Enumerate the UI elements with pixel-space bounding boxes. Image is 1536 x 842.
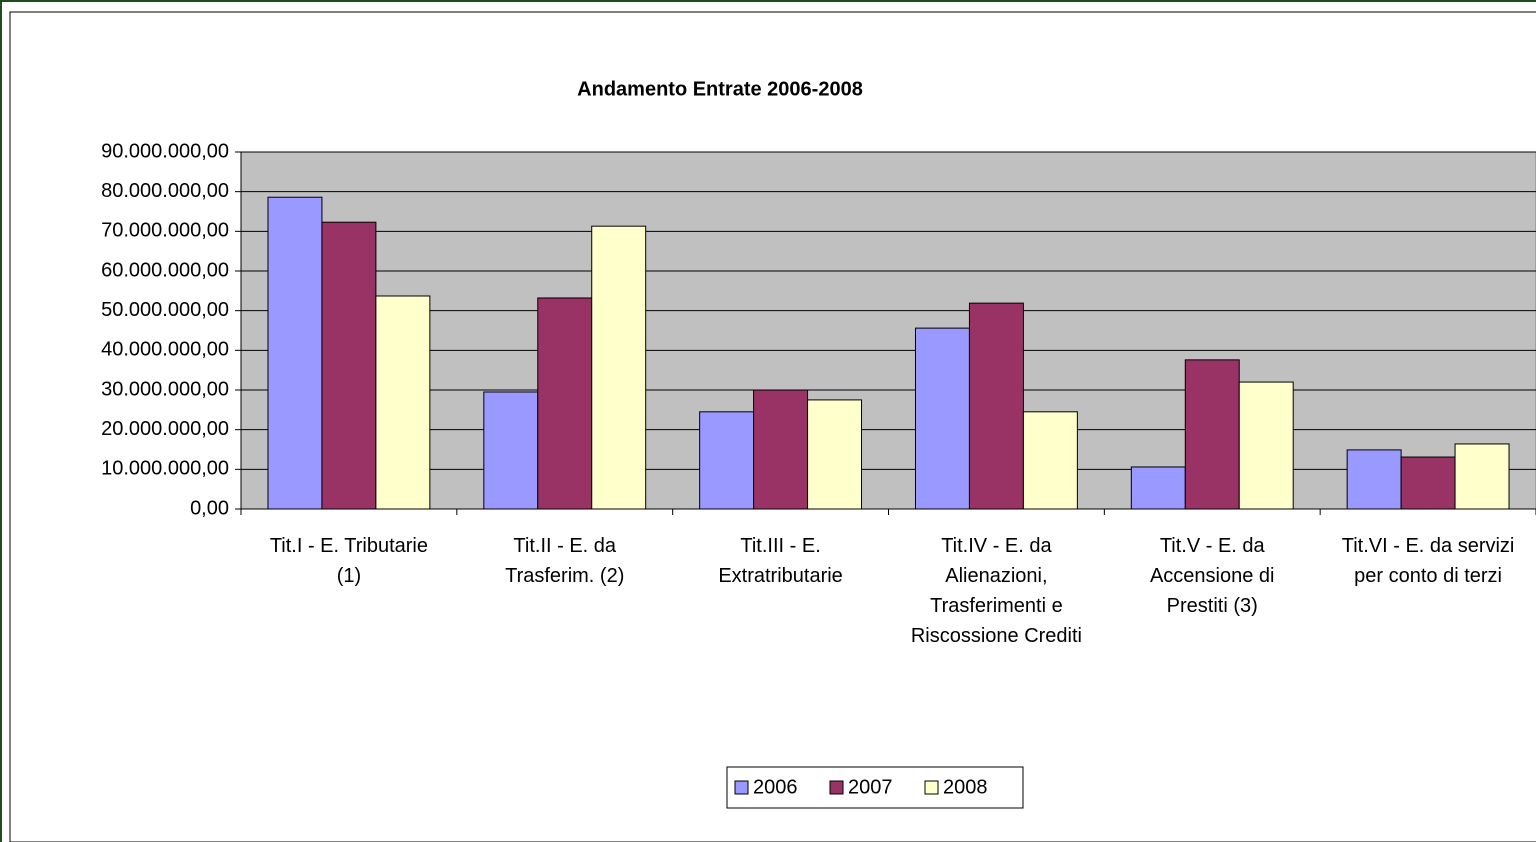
bar bbox=[321, 221, 377, 510]
y-tick-label: 50.000.000,00 bbox=[101, 299, 229, 321]
legend-label: 2006 bbox=[753, 776, 798, 798]
x-tick-label: Tit.IV - E. da Alienazioni, Trasferiment… bbox=[910, 535, 1082, 647]
bar bbox=[1238, 381, 1294, 510]
bar bbox=[968, 302, 1024, 510]
x-tick-label: Tit.VI - E. da servizi per conto di terz… bbox=[1341, 535, 1515, 587]
legend-label: 2007 bbox=[848, 776, 893, 798]
y-tick-label: 40.000.000,00 bbox=[101, 339, 229, 361]
legend-swatch bbox=[924, 780, 939, 795]
bar bbox=[537, 297, 593, 510]
x-tick-label: Tit.V - E. da Accensione di Prestiti (3) bbox=[1149, 535, 1275, 617]
y-tick-label: 10.000.000,00 bbox=[101, 458, 229, 480]
bar bbox=[753, 389, 809, 510]
bar bbox=[699, 411, 755, 510]
y-tick-label: 60.000.000,00 bbox=[101, 259, 229, 281]
y-tick-label: 70.000.000,00 bbox=[101, 220, 229, 242]
bar bbox=[1346, 449, 1402, 510]
x-tick-label: Tit.I - E. Tributarie (1) bbox=[269, 535, 428, 587]
y-tick-label: 20.000.000,00 bbox=[101, 418, 229, 440]
legend-swatch bbox=[829, 780, 844, 795]
legend-label: 2008 bbox=[943, 776, 988, 798]
plot-area bbox=[240, 151, 1536, 510]
bar bbox=[1454, 443, 1510, 510]
legend-swatch bbox=[734, 780, 749, 795]
bar bbox=[914, 327, 970, 510]
y-tick-label: 30.000.000,00 bbox=[101, 378, 229, 400]
bar bbox=[1184, 359, 1240, 510]
legend-box bbox=[726, 766, 1024, 809]
bar bbox=[267, 196, 323, 510]
bar bbox=[1400, 456, 1456, 510]
bar bbox=[1022, 411, 1078, 510]
bar bbox=[807, 399, 863, 510]
bar bbox=[1130, 466, 1186, 510]
bar bbox=[591, 225, 647, 510]
bar bbox=[483, 391, 539, 510]
bar bbox=[375, 295, 431, 510]
y-tick-label: 80.000.000,00 bbox=[101, 180, 229, 202]
y-tick-label: 90.000.000,00 bbox=[101, 140, 229, 162]
x-tick-label: Tit.II - E. da Trasferim. (2) bbox=[505, 535, 625, 587]
x-tick-label: Tit.III - E. Extratributarie bbox=[718, 535, 843, 587]
y-tick-label: 0,00 bbox=[190, 497, 229, 519]
chart-title: Andamento Entrate 2006-2008 bbox=[577, 78, 863, 100]
